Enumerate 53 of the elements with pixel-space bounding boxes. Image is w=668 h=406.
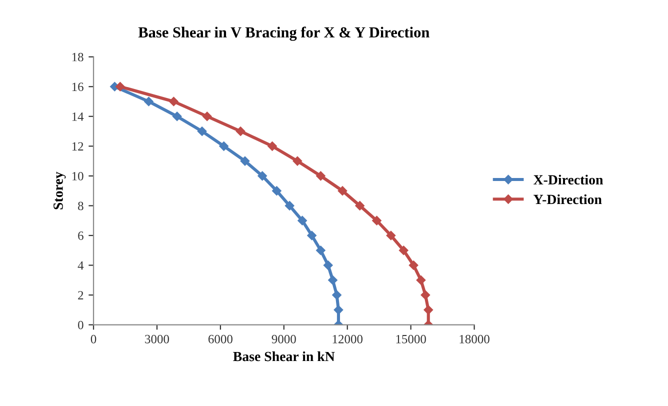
point	[338, 186, 348, 196]
y-tick-label: 8	[78, 202, 84, 210]
y-tick-label: 16	[72, 82, 84, 92]
y-tick-label: 0	[78, 320, 84, 330]
y-tick-label: 4	[78, 261, 84, 270]
legend-label: Y-Direction	[534, 194, 602, 204]
point	[424, 305, 433, 315]
y-tick-label: 2	[78, 291, 84, 300]
x-tick-label: 3000	[145, 334, 170, 344]
x-tick-label: 9000	[272, 334, 296, 344]
point	[202, 112, 212, 122]
point	[298, 216, 307, 226]
point	[386, 230, 396, 240]
x-tick-label: 15000	[396, 334, 426, 344]
point	[169, 96, 178, 106]
point	[372, 216, 382, 226]
x-tick-label: 0	[90, 334, 96, 344]
point	[268, 142, 277, 151]
y-axis-title: Storey	[54, 172, 66, 210]
point	[236, 126, 246, 136]
point	[292, 156, 302, 166]
point	[116, 82, 125, 92]
point	[197, 126, 207, 136]
y-tick-label: 14	[72, 112, 84, 121]
y-tick-label: 12	[72, 142, 84, 150]
point	[272, 186, 282, 196]
point	[332, 290, 342, 300]
point	[334, 305, 344, 315]
point	[355, 201, 364, 210]
point	[316, 246, 326, 255]
x-tick-label: 18000	[460, 334, 490, 344]
point	[219, 142, 228, 151]
point	[240, 156, 250, 166]
point	[172, 112, 182, 122]
y-tick-label: 6	[78, 232, 84, 240]
point	[416, 276, 426, 285]
y-tick-label: 18	[72, 52, 84, 62]
point	[144, 96, 154, 106]
point	[328, 276, 338, 285]
x-axis-title: Base Shear in kN	[233, 351, 335, 362]
point	[307, 230, 316, 240]
point	[408, 260, 418, 270]
y-tick-label: 10	[72, 172, 84, 180]
point	[284, 201, 294, 210]
legend-label: X-Direction	[534, 174, 604, 185]
x-tick-label: 12000	[332, 334, 363, 344]
point	[316, 171, 326, 181]
point	[258, 171, 267, 181]
x-tick-label: 6000	[208, 334, 232, 344]
point	[420, 290, 430, 300]
chart-title: Base Shear in V Bracing for X & Y Direction	[138, 26, 430, 41]
point	[399, 246, 408, 255]
point	[323, 260, 333, 270]
